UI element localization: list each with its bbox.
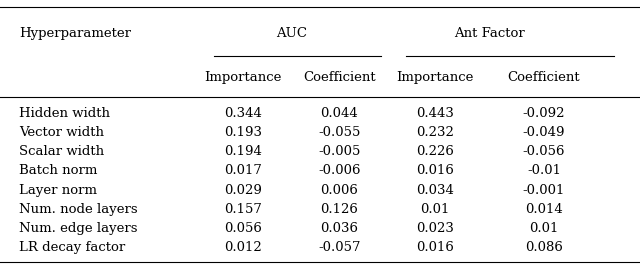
- Text: Coefficient: Coefficient: [508, 71, 580, 84]
- Text: LR decay factor: LR decay factor: [19, 241, 125, 254]
- Text: -0.005: -0.005: [318, 145, 360, 158]
- Text: Batch norm: Batch norm: [19, 164, 97, 177]
- Text: 0.016: 0.016: [416, 241, 454, 254]
- Text: Num. edge layers: Num. edge layers: [19, 222, 138, 235]
- Text: 0.014: 0.014: [525, 203, 563, 216]
- Text: -0.056: -0.056: [523, 145, 565, 158]
- Text: Vector width: Vector width: [19, 126, 104, 139]
- Text: Hidden width: Hidden width: [19, 107, 110, 120]
- Text: 0.01: 0.01: [420, 203, 450, 216]
- Text: Ant Factor: Ant Factor: [454, 27, 525, 40]
- Text: -0.092: -0.092: [523, 107, 565, 120]
- Text: -0.057: -0.057: [318, 241, 360, 254]
- Text: 0.056: 0.056: [224, 222, 262, 235]
- Text: 0.344: 0.344: [224, 107, 262, 120]
- Text: Layer norm: Layer norm: [19, 184, 97, 197]
- Text: 0.023: 0.023: [416, 222, 454, 235]
- Text: 0.012: 0.012: [225, 241, 262, 254]
- Text: -0.01: -0.01: [527, 164, 561, 177]
- Text: 0.017: 0.017: [224, 164, 262, 177]
- Text: 0.443: 0.443: [416, 107, 454, 120]
- Text: Importance: Importance: [205, 71, 282, 84]
- Text: 0.232: 0.232: [416, 126, 454, 139]
- Text: 0.226: 0.226: [416, 145, 454, 158]
- Text: 0.01: 0.01: [529, 222, 559, 235]
- Text: -0.001: -0.001: [523, 184, 565, 197]
- Text: AUC: AUC: [276, 27, 307, 40]
- Text: 0.126: 0.126: [320, 203, 358, 216]
- Text: -0.049: -0.049: [523, 126, 565, 139]
- Text: 0.086: 0.086: [525, 241, 563, 254]
- Text: 0.006: 0.006: [320, 184, 358, 197]
- Text: Hyperparameter: Hyperparameter: [19, 27, 131, 40]
- Text: 0.034: 0.034: [416, 184, 454, 197]
- Text: Coefficient: Coefficient: [303, 71, 376, 84]
- Text: 0.193: 0.193: [224, 126, 262, 139]
- Text: Num. node layers: Num. node layers: [19, 203, 138, 216]
- Text: 0.157: 0.157: [224, 203, 262, 216]
- Text: 0.016: 0.016: [416, 164, 454, 177]
- Text: 0.194: 0.194: [224, 145, 262, 158]
- Text: -0.055: -0.055: [318, 126, 360, 139]
- Text: 0.044: 0.044: [321, 107, 358, 120]
- Text: Scalar width: Scalar width: [19, 145, 104, 158]
- Text: 0.036: 0.036: [320, 222, 358, 235]
- Text: Importance: Importance: [397, 71, 474, 84]
- Text: 0.029: 0.029: [224, 184, 262, 197]
- Text: -0.006: -0.006: [318, 164, 360, 177]
